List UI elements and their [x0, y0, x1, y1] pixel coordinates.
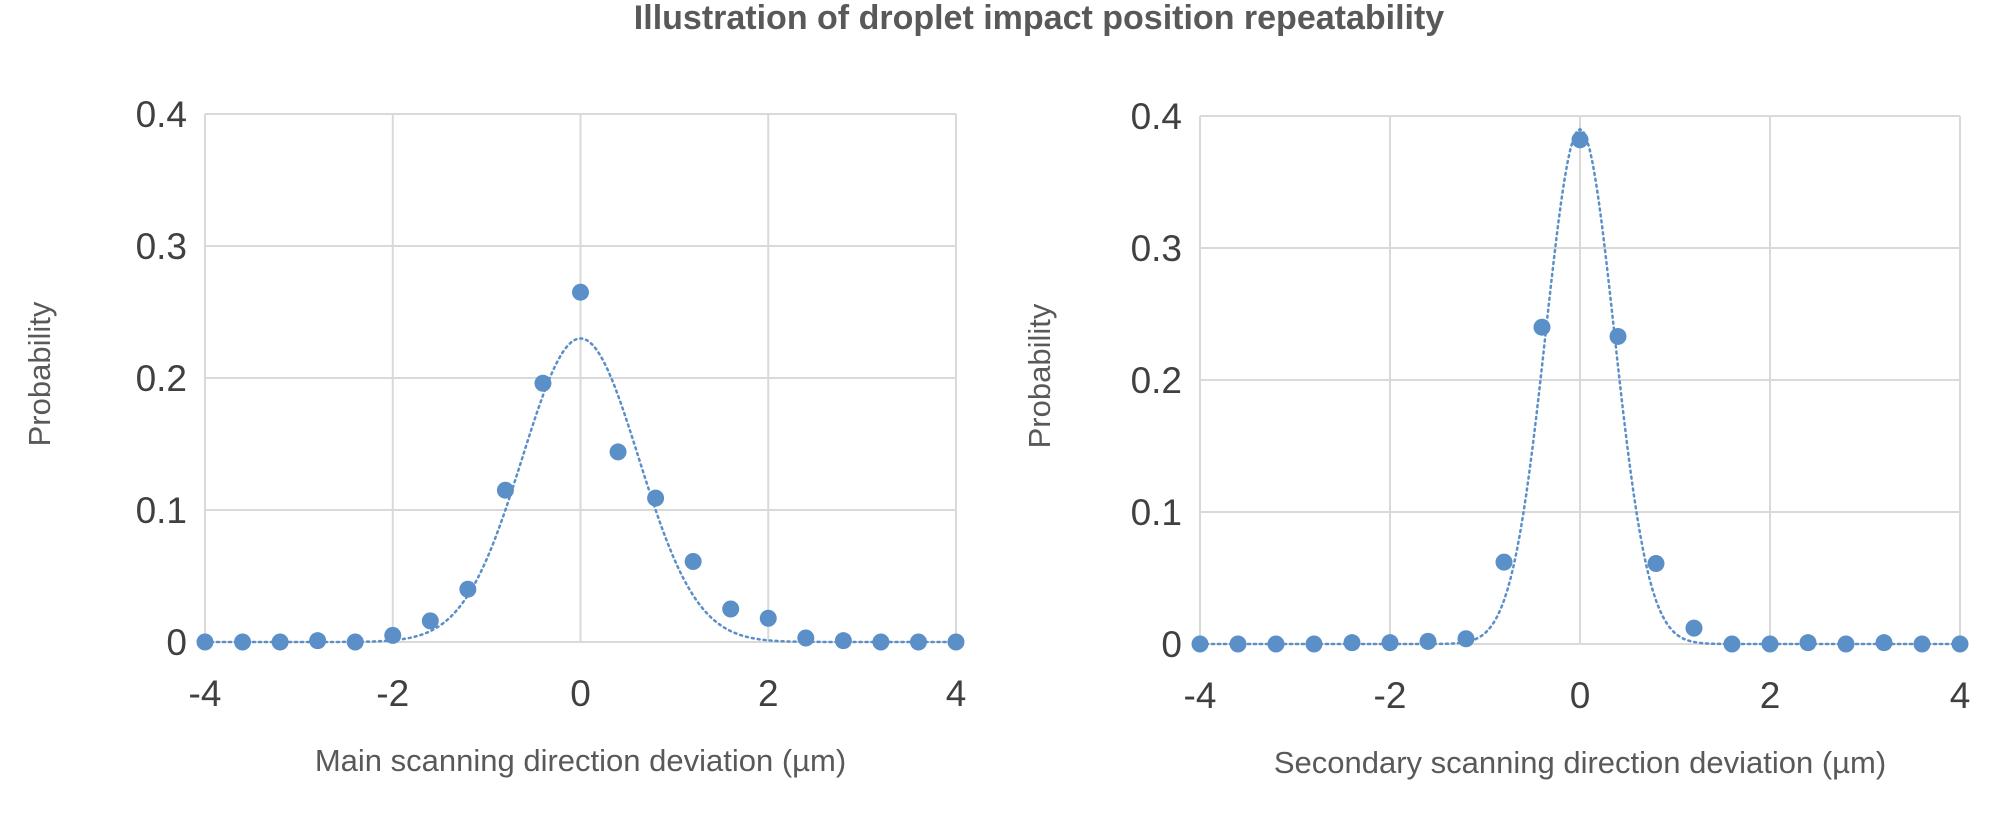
x-tick-label: 0 — [1570, 675, 1591, 716]
data-point — [1799, 634, 1817, 652]
y-tick-label: 0 — [166, 622, 187, 663]
x-tick-label: 4 — [1950, 675, 1971, 716]
chart-title: Illustration of droplet impact position … — [634, 0, 1444, 37]
data-point — [459, 580, 477, 598]
data-point — [1419, 632, 1437, 650]
data-point — [1381, 634, 1399, 652]
data-point — [872, 633, 890, 651]
data-point — [572, 283, 589, 301]
data-point — [1495, 553, 1513, 571]
trend-line — [1198, 127, 1962, 646]
data-point — [1229, 635, 1247, 653]
data-point — [797, 629, 815, 647]
data-point — [1723, 635, 1741, 653]
y-axis-label: Probability — [22, 301, 57, 446]
data-point — [1685, 619, 1703, 637]
data-point — [1533, 318, 1551, 336]
data-point — [196, 633, 214, 651]
y-tick-label: 0.4 — [1131, 96, 1182, 137]
y-tick-label: 0.3 — [136, 226, 187, 267]
x-tick-label: 2 — [758, 673, 779, 714]
data-point — [759, 609, 777, 627]
data-point — [1191, 635, 1209, 653]
x-tick-label: -2 — [376, 673, 409, 714]
data-point — [947, 633, 965, 651]
y-tick-label: 0.1 — [1131, 492, 1182, 533]
data-point — [534, 374, 552, 392]
data-point — [834, 632, 852, 650]
data-point — [1267, 635, 1285, 653]
x-axis-label: Main scanning direction deviation (µm) — [315, 743, 846, 778]
data-point — [722, 600, 740, 618]
data-point — [496, 481, 514, 499]
data-point — [421, 612, 439, 630]
data-point — [684, 552, 702, 570]
x-tick-label: 4 — [946, 673, 967, 714]
data-point — [346, 633, 364, 651]
data-point — [1951, 635, 1969, 653]
data-point — [1913, 635, 1931, 653]
y-axis-label: Probability — [1022, 303, 1057, 448]
y-tick-label: 0.2 — [136, 358, 187, 399]
y-tick-label: 0.3 — [1131, 228, 1182, 269]
secondary-scanning-chart: 0 0.1 0.2 0.3 0.4 -4 -2 0 2 4 Secondary scanning d… — [1022, 96, 1970, 780]
y-tick-label: 0.1 — [136, 490, 187, 531]
data-point — [1837, 635, 1855, 653]
data-point — [384, 626, 402, 644]
trend-line — [203, 337, 958, 644]
data-point — [609, 443, 627, 461]
y-tick-label: 0.4 — [136, 94, 187, 135]
data-point — [1761, 635, 1779, 653]
data-point — [1647, 554, 1665, 572]
data-point — [271, 633, 289, 651]
x-tick-label: -2 — [1374, 675, 1407, 716]
main-scanning-chart: 0 0.1 0.2 0.3 0.4 -4 -2 0 2 4 Main scanning direct… — [22, 94, 966, 778]
data-point — [1609, 327, 1627, 345]
x-tick-label: 0 — [570, 673, 591, 714]
data-point — [1457, 630, 1475, 648]
y-tick-label: 0 — [1161, 624, 1182, 665]
x-tick-label: -4 — [189, 673, 222, 714]
data-point — [909, 633, 927, 651]
data-point — [647, 489, 665, 507]
y-tick-label: 0.2 — [1131, 360, 1182, 401]
data-point — [1571, 131, 1589, 149]
data-point — [1343, 634, 1361, 652]
data-point — [1305, 635, 1323, 653]
data-point — [234, 633, 252, 651]
data-point — [309, 632, 327, 650]
x-axis-label: Secondary scanning direction deviation (… — [1274, 745, 1886, 780]
data-point — [1875, 634, 1893, 652]
x-tick-label: 2 — [1760, 675, 1781, 716]
x-tick-label: -4 — [1184, 675, 1217, 716]
